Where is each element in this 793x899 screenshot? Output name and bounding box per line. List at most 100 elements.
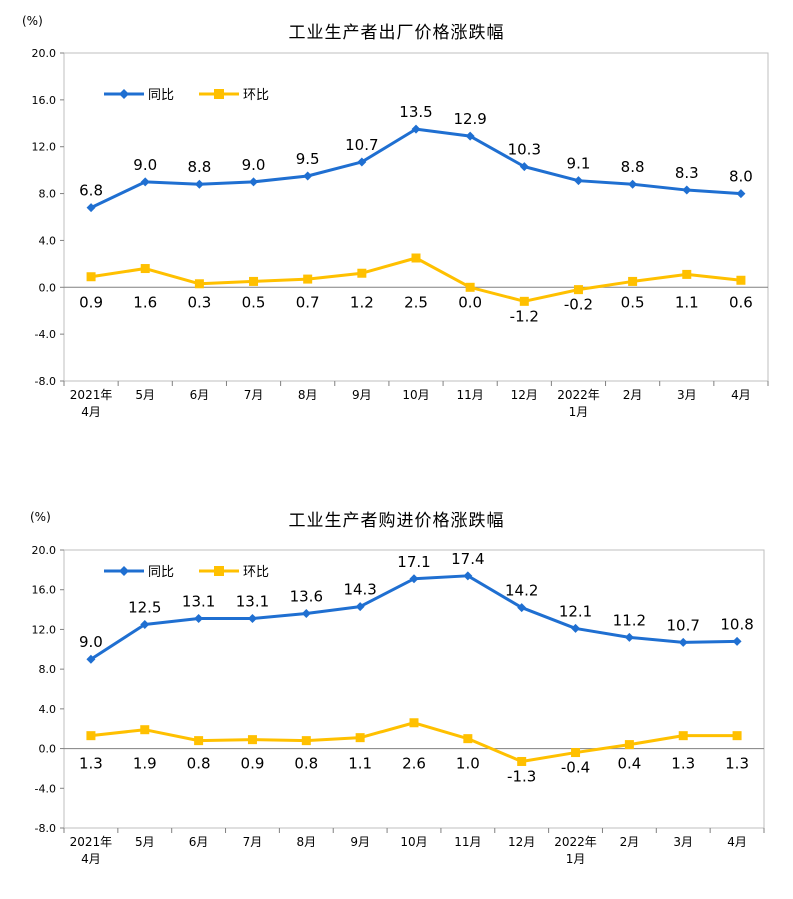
data-point-mom xyxy=(409,718,419,728)
x-tick-label: 2月 xyxy=(620,835,640,849)
data-point-yoy xyxy=(465,131,475,141)
x-tick-label-line2: 4月 xyxy=(81,405,101,419)
y-axis-unit: (%) xyxy=(30,510,51,524)
chart-purchase-price: 20.0 16.0 12.0 8.0 4.0 0.0 -4.0 -8.0 2021年 4月 5月 6月… xyxy=(32,544,765,866)
data-point-yoy xyxy=(86,654,96,664)
y-tick-label: 16.0 xyxy=(32,94,57,107)
data-label: 0.5 xyxy=(242,293,266,311)
x-tick-label: 8月 xyxy=(298,388,318,402)
data-point-yoy xyxy=(140,177,150,187)
data-point-mom xyxy=(682,269,692,279)
data-label: 1.9 xyxy=(133,755,157,773)
data-label: 9.0 xyxy=(133,156,157,174)
plot-area xyxy=(63,52,769,382)
y-tick-label: 4.0 xyxy=(39,703,57,716)
data-point-mom xyxy=(194,279,204,289)
data-label: 9.0 xyxy=(79,633,103,651)
data-label: -0.2 xyxy=(564,296,593,314)
chart-output-price: 20.0 16.0 12.0 8.0 4.0 0.0 -4.0 -8.0 2021年 4月 5月 6月… xyxy=(32,47,769,419)
data-label: 2.5 xyxy=(404,293,428,311)
data-label: 1.6 xyxy=(133,293,157,311)
data-label: 0.3 xyxy=(187,293,211,311)
data-point-mom xyxy=(465,282,475,292)
data-label: 0.7 xyxy=(296,293,320,311)
data-point-yoy xyxy=(732,636,742,646)
data-point-mom xyxy=(86,272,96,282)
data-label: 12.1 xyxy=(559,602,592,620)
data-point-yoy xyxy=(303,171,313,181)
data-point-yoy xyxy=(571,623,581,633)
data-point-yoy xyxy=(519,162,529,172)
x-tick-label: 2021年 xyxy=(70,835,113,849)
x-tick-label-line2: 1月 xyxy=(566,852,586,866)
data-label: 10.7 xyxy=(667,616,700,634)
x-tick-label: 6月 xyxy=(190,388,210,402)
data-point-mom xyxy=(571,748,581,758)
data-label: 0.9 xyxy=(79,293,103,311)
data-point-yoy xyxy=(624,632,634,642)
data-point-yoy xyxy=(573,176,583,186)
y-tick-label: 0.0 xyxy=(39,743,57,756)
plot-area xyxy=(63,549,765,829)
data-label: 0.0 xyxy=(458,293,482,311)
x-tick-label: 10月 xyxy=(402,388,429,402)
data-label: 0.4 xyxy=(617,755,641,773)
data-label: 8.8 xyxy=(187,158,211,176)
legend-marker xyxy=(214,89,224,99)
data-label: 13.5 xyxy=(399,103,432,121)
y-tick-label: 16.0 xyxy=(32,584,57,597)
legend-marker xyxy=(119,89,129,99)
data-point-yoy xyxy=(628,179,638,189)
x-tick-label-line2: 4月 xyxy=(81,852,101,866)
chart-title: 工业生产者出厂价格涨跌幅 xyxy=(288,23,505,43)
x-tick-label: 2月 xyxy=(623,388,643,402)
data-point-mom xyxy=(732,731,742,741)
data-point-yoy xyxy=(301,609,311,619)
y-tick-label: 20.0 xyxy=(32,47,57,60)
data-label: 17.1 xyxy=(397,553,430,571)
data-point-mom xyxy=(140,725,150,735)
data-point-yoy xyxy=(86,203,96,213)
x-tick-label: 11月 xyxy=(454,835,481,849)
x-tick-label: 9月 xyxy=(350,835,370,849)
data-point-mom xyxy=(678,731,688,741)
data-point-mom xyxy=(411,253,421,263)
x-tick-label: 12月 xyxy=(508,835,535,849)
data-label: 8.0 xyxy=(729,168,753,186)
x-tick-label: 5月 xyxy=(135,835,155,849)
data-point-yoy xyxy=(682,185,692,195)
data-point-yoy xyxy=(463,571,473,581)
y-tick-label: -8.0 xyxy=(35,822,56,835)
x-tick-label: 8月 xyxy=(296,835,316,849)
y-axis-unit: (%) xyxy=(22,14,43,28)
data-point-mom xyxy=(628,276,638,286)
data-label: 12.9 xyxy=(453,110,486,128)
data-point-mom xyxy=(355,733,365,743)
data-point-yoy xyxy=(194,179,204,189)
data-point-yoy xyxy=(194,614,204,624)
data-label: 1.3 xyxy=(671,755,695,773)
x-tick-label: 11月 xyxy=(457,388,484,402)
data-label: 1.3 xyxy=(725,755,749,773)
y-tick-label: 12.0 xyxy=(32,141,57,154)
x-tick-label: 3月 xyxy=(673,835,693,849)
y-tick-label: -8.0 xyxy=(35,375,56,388)
x-tick-label: 2022年 xyxy=(554,835,597,849)
data-label: 6.8 xyxy=(79,182,103,200)
data-label: 8.8 xyxy=(621,158,645,176)
data-label: 14.3 xyxy=(343,581,376,599)
y-tick-label: 8.0 xyxy=(39,663,57,676)
data-point-mom xyxy=(140,264,150,274)
y-tick-label: 8.0 xyxy=(39,188,57,201)
data-label: 2.6 xyxy=(402,755,426,773)
data-label: 1.1 xyxy=(675,293,699,311)
x-tick-label: 9月 xyxy=(352,388,372,402)
x-tick-label: 10月 xyxy=(400,835,427,849)
data-label: 9.5 xyxy=(296,150,320,168)
x-tick-label: 7月 xyxy=(244,388,264,402)
x-tick-label: 3月 xyxy=(677,388,697,402)
data-point-yoy xyxy=(355,602,365,612)
data-point-mom xyxy=(463,734,473,744)
data-point-mom xyxy=(519,296,529,306)
data-point-yoy xyxy=(678,637,688,647)
